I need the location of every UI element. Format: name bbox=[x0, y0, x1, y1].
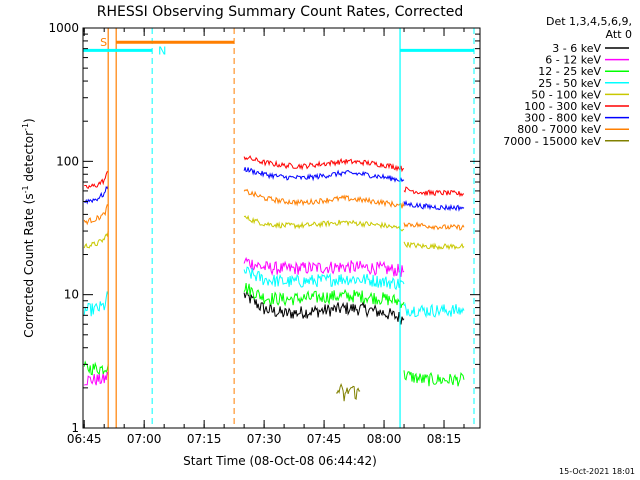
legend-label-6: 300 - 800 keV bbox=[524, 112, 601, 125]
y-axis-label-mid: detector bbox=[22, 131, 36, 186]
series-line-3-segment-0 bbox=[83, 291, 109, 317]
series-line-8-segment-0 bbox=[336, 382, 361, 402]
x-tick-label-2: 07:15 bbox=[187, 432, 222, 446]
series-line-1-segment-0 bbox=[84, 371, 109, 386]
x-tick-label-0: 06:45 bbox=[67, 432, 102, 446]
x-tick-label-6: 08:15 bbox=[427, 432, 462, 446]
y-axis-label: Corrected Count Rate (s-1 detector-1) bbox=[21, 118, 36, 337]
legend-label-1: 6 - 12 keV bbox=[545, 54, 601, 67]
generation-timestamp: 15-Oct-2021 18:01 bbox=[559, 467, 635, 476]
y-axis-label-main: Corrected Count Rate (s bbox=[22, 193, 36, 337]
series-line-2-segment-2 bbox=[403, 370, 465, 387]
legend-label-2: 12 - 25 keV bbox=[538, 65, 601, 78]
x-axis-label: Start Time (08-Oct-08 06:44:42) bbox=[183, 454, 377, 468]
legend-label-8: 7000 - 15000 keV bbox=[503, 135, 601, 148]
y-tick-label-1: 10 bbox=[64, 288, 79, 302]
annotation-saa-label: S bbox=[100, 36, 107, 49]
series-line-6-segment-0 bbox=[83, 185, 109, 205]
series-line-5-segment-1 bbox=[243, 155, 404, 173]
chart-title: RHESSI Observing Summary Count Rates, Co… bbox=[97, 4, 463, 20]
y-tick-label-3: 1000 bbox=[48, 21, 79, 35]
y-axis-label-end: ) bbox=[22, 118, 36, 123]
legend-header-2: Att 0 bbox=[606, 28, 632, 41]
x-tick-label-3: 07:30 bbox=[247, 432, 282, 446]
axes: 06:45 07:00 07:15 07:30 07:45 08:00 08:15 1 10 10… bbox=[48, 21, 480, 446]
legend-label-4: 50 - 100 keV bbox=[531, 88, 601, 101]
x-tick-label-4: 07:45 bbox=[307, 432, 342, 446]
series-line-7-segment-2 bbox=[403, 221, 465, 231]
series-line-7-segment-0 bbox=[83, 204, 109, 226]
series-line-7-segment-1 bbox=[243, 188, 405, 209]
series-line-3-segment-2 bbox=[403, 302, 465, 319]
series-line-4-segment-0 bbox=[83, 230, 109, 249]
plot-area: SN bbox=[83, 28, 475, 428]
series-line-4-segment-1 bbox=[243, 214, 405, 232]
legend-label-0: 3 - 6 keV bbox=[552, 42, 601, 55]
y-tick-label-2: 100 bbox=[56, 154, 79, 168]
y-tick-label-0: 1 bbox=[71, 421, 79, 435]
series-line-5-segment-0 bbox=[84, 170, 109, 189]
series-line-2-segment-0 bbox=[83, 360, 109, 376]
x-tick-label-5: 08:00 bbox=[367, 432, 402, 446]
legend-label-5: 100 - 300 keV bbox=[524, 100, 601, 113]
y-axis-label-sup1: -1 bbox=[21, 185, 30, 193]
series-line-6-segment-1 bbox=[243, 167, 405, 183]
series-line-3-segment-1 bbox=[243, 266, 405, 291]
plot-frame bbox=[82, 27, 481, 429]
series-line-6-segment-2 bbox=[403, 200, 465, 212]
legend-label-7: 800 - 7000 keV bbox=[517, 123, 601, 136]
series-line-5-segment-2 bbox=[403, 186, 465, 198]
series-line-1-segment-1 bbox=[243, 256, 405, 277]
series-line-0-segment-0 bbox=[243, 290, 405, 325]
annotation-night-label: N bbox=[158, 44, 166, 57]
x-tick-label-1: 07:00 bbox=[127, 432, 162, 446]
y-axis-label-sup2: -1 bbox=[21, 123, 30, 131]
legend-label-3: 25 - 50 keV bbox=[538, 77, 601, 90]
series-line-4-segment-2 bbox=[403, 241, 465, 251]
series-line-2-segment-1 bbox=[243, 283, 405, 309]
legend-header-1: Det 1,3,4,5,6,9, bbox=[546, 15, 632, 28]
